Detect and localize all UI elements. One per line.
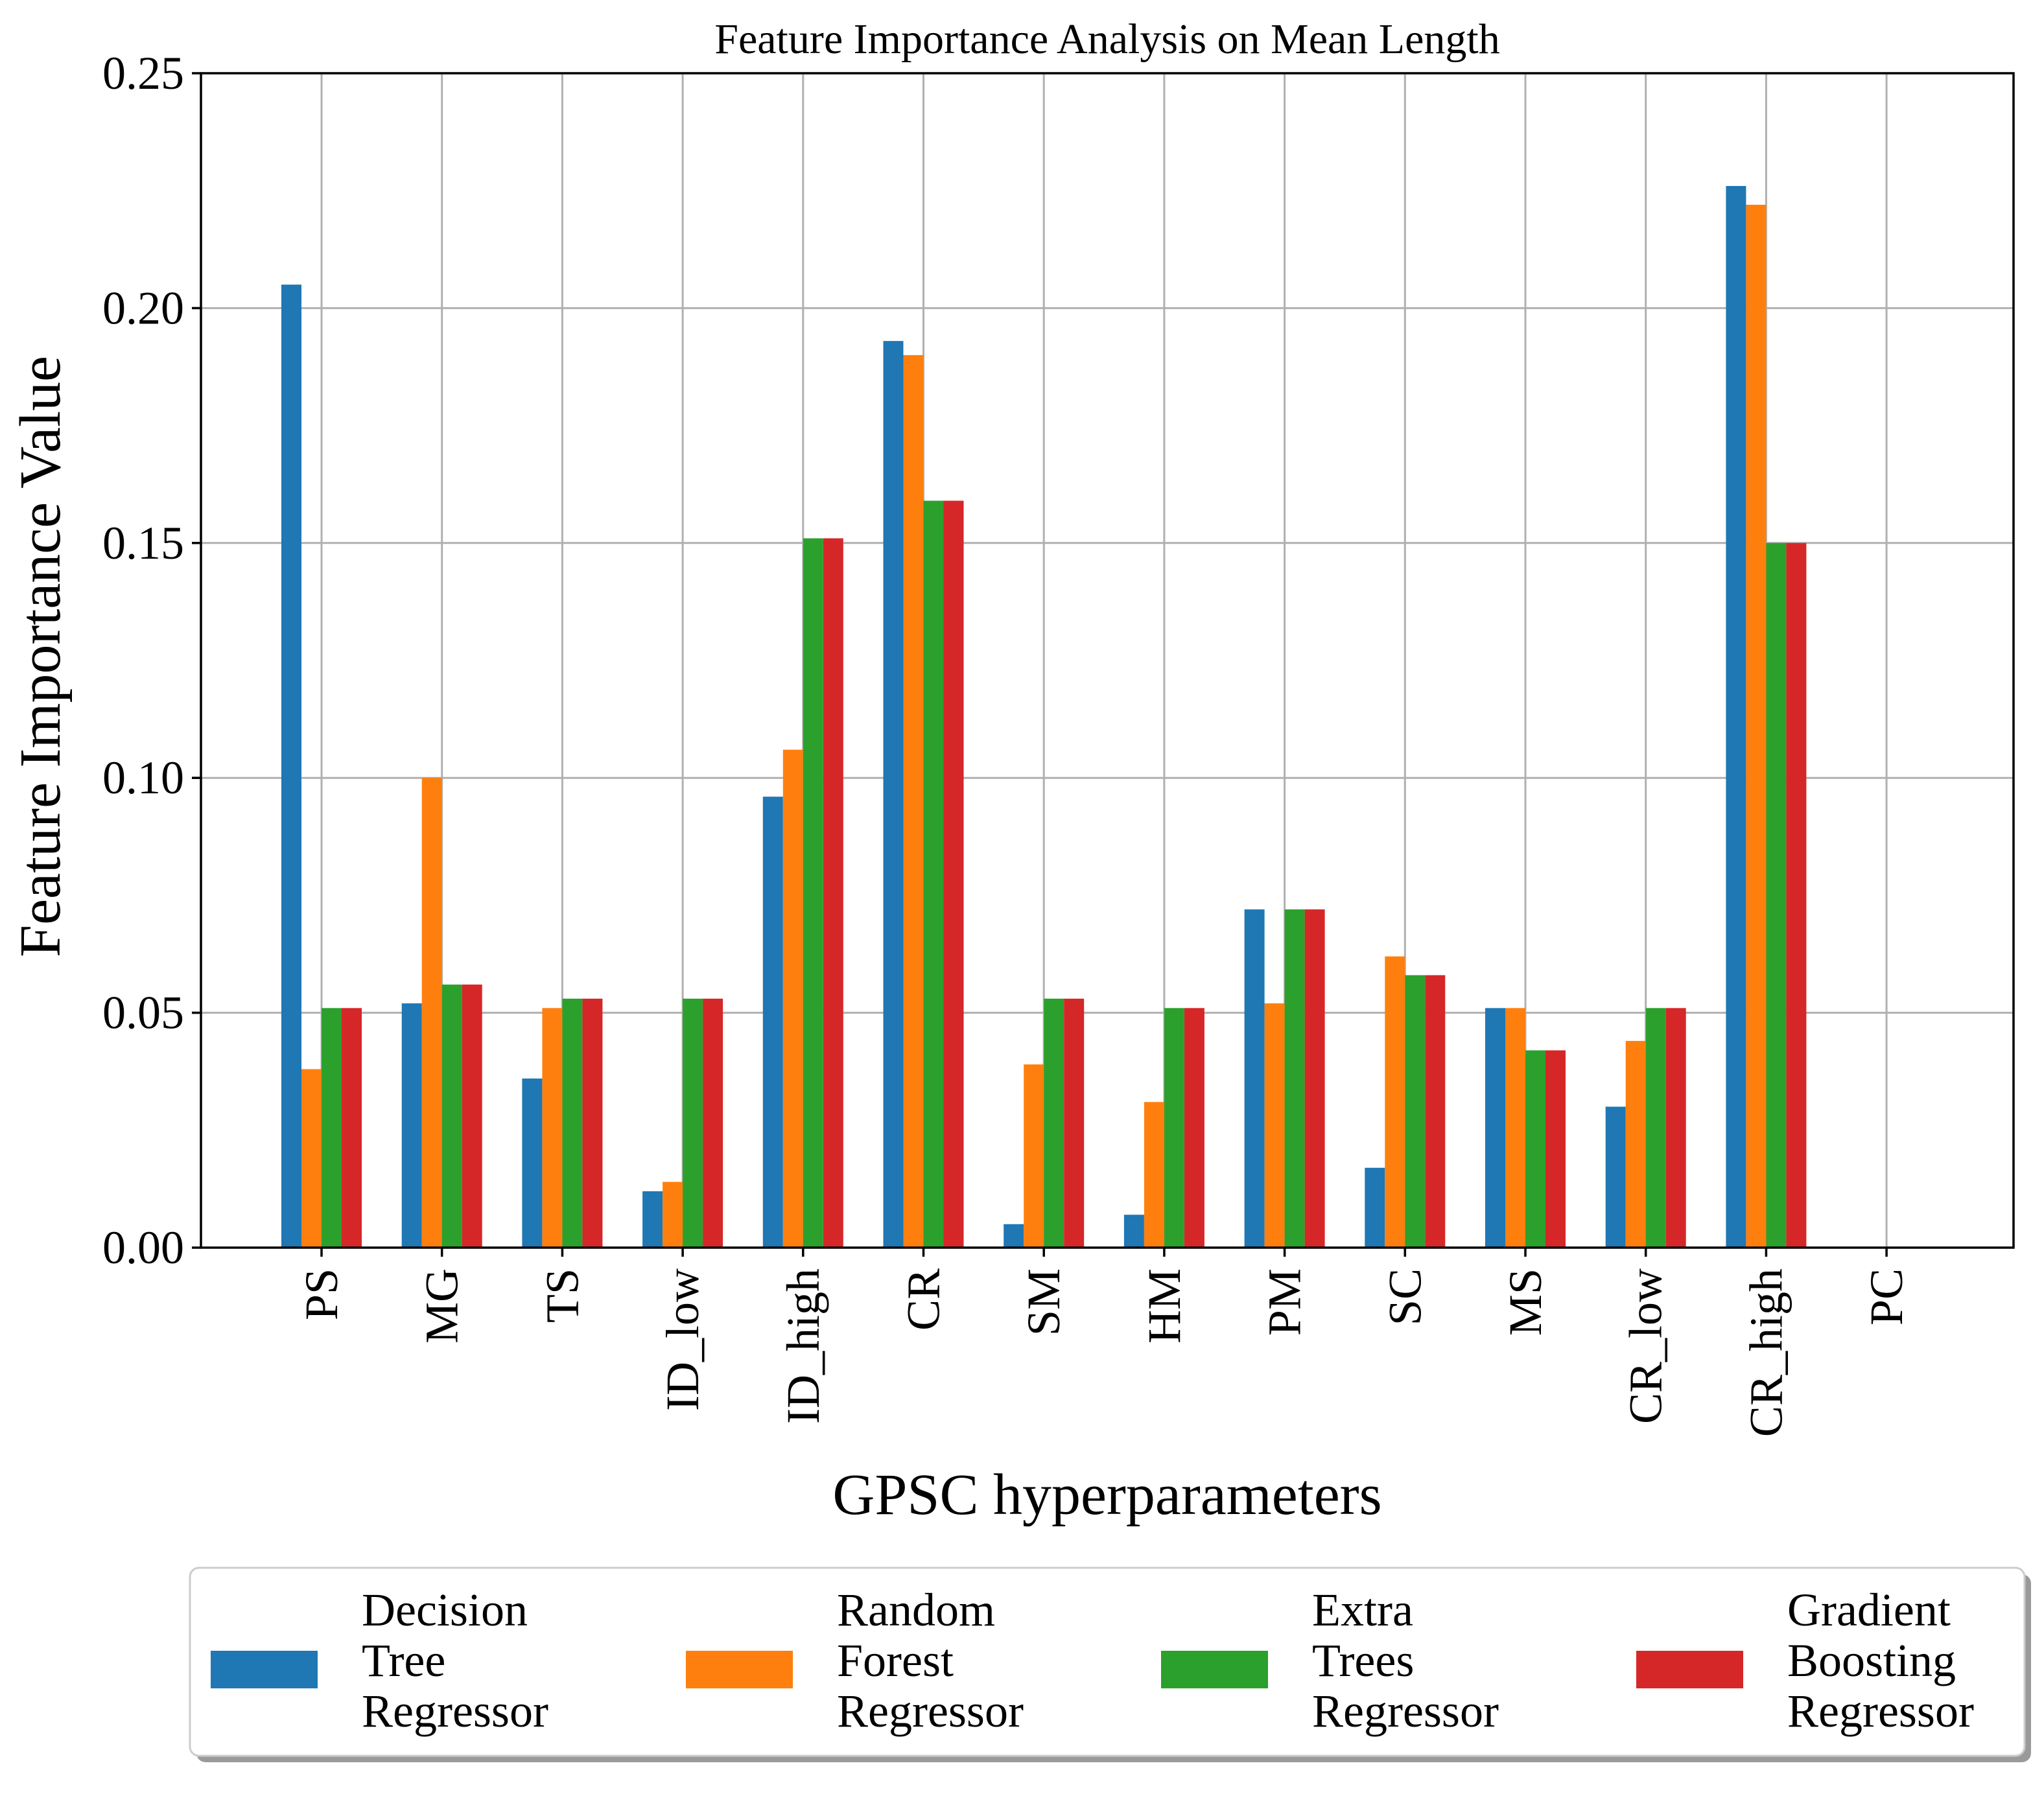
legend-swatch xyxy=(211,1651,318,1688)
bar xyxy=(582,998,603,1248)
bar xyxy=(683,998,703,1248)
bar xyxy=(1385,956,1405,1248)
bar xyxy=(903,355,924,1248)
y-tick-label: 0.05 xyxy=(102,987,184,1039)
bar xyxy=(1746,204,1767,1248)
legend-label: Tree xyxy=(362,1635,445,1686)
legend-frame xyxy=(189,1567,2026,1757)
chart-title: Feature Importance Analysis on Mean Leng… xyxy=(714,16,1500,63)
x-tick-label: PM xyxy=(1259,1268,1311,1336)
x-tick-label: TS xyxy=(536,1268,588,1323)
legend-label: Regressor xyxy=(837,1685,1024,1737)
legend-swatch xyxy=(1636,1651,1743,1688)
bar xyxy=(1184,1008,1204,1248)
bar xyxy=(1264,1003,1285,1248)
bar xyxy=(562,998,583,1248)
x-tick-label: HM xyxy=(1138,1268,1190,1344)
bar xyxy=(883,341,904,1248)
bar xyxy=(1365,1167,1385,1248)
bar xyxy=(542,1008,563,1248)
x-tick-label: ID_low xyxy=(657,1268,709,1411)
bars-layer xyxy=(281,185,1807,1248)
bar xyxy=(923,500,944,1248)
x-tick-label: PC xyxy=(1861,1268,1912,1325)
bar xyxy=(1545,1050,1566,1248)
x-tick-label: SM xyxy=(1018,1268,1070,1336)
legend-label: Trees xyxy=(1312,1635,1414,1686)
bar xyxy=(1064,998,1085,1248)
legend-label: Regressor xyxy=(1787,1685,1974,1737)
bar xyxy=(1144,1102,1164,1248)
x-tick-label: CR_high xyxy=(1740,1268,1792,1437)
bar xyxy=(1625,1041,1646,1248)
bar xyxy=(522,1078,543,1248)
bar xyxy=(1284,909,1305,1248)
bar xyxy=(803,538,823,1248)
y-tick-label: 0.00 xyxy=(102,1222,184,1274)
bar xyxy=(943,500,964,1248)
legend-swatch xyxy=(1161,1651,1268,1688)
x-tick-label: CR xyxy=(898,1268,950,1331)
x-tick-label: SC xyxy=(1379,1268,1431,1325)
legend-label: Extra xyxy=(1312,1584,1413,1636)
bar xyxy=(663,1182,683,1248)
bar xyxy=(322,1008,342,1248)
plot-frame xyxy=(200,72,2015,1249)
bar xyxy=(1726,185,1746,1248)
bar xyxy=(1505,1008,1525,1248)
bar xyxy=(1405,975,1426,1248)
legend-label: Gradient xyxy=(1787,1584,1951,1636)
legend-label: Random xyxy=(837,1584,995,1636)
bar xyxy=(421,778,442,1248)
x-tick-label: MS xyxy=(1499,1268,1551,1336)
bar xyxy=(1525,1050,1545,1248)
y-tick-label: 0.15 xyxy=(102,517,184,569)
bar xyxy=(1786,542,1807,1248)
y-tick-label: 0.10 xyxy=(102,752,184,804)
bar xyxy=(1485,1008,1505,1248)
bar xyxy=(762,797,783,1248)
bar xyxy=(1645,1008,1666,1248)
x-tick-label: ID_high xyxy=(777,1268,829,1424)
y-axis-label: Feature Importance Value xyxy=(8,356,73,957)
bar xyxy=(1123,1215,1144,1248)
axes-layer: 0.00 0.05 0.10 0.15 0.20 0.25 PS MG TS ID_low ID_h… xyxy=(102,47,2015,1437)
bar xyxy=(1244,909,1265,1248)
bar xyxy=(462,984,482,1248)
bar xyxy=(1024,1064,1044,1248)
bar xyxy=(441,984,462,1248)
bar xyxy=(1425,975,1446,1248)
bar xyxy=(1766,542,1787,1248)
bar xyxy=(1004,1224,1024,1248)
legend: DecisionTreeRegressorRandomForestRegress… xyxy=(189,1567,2031,1762)
x-tick-label: MG xyxy=(416,1268,468,1344)
bar xyxy=(281,285,301,1248)
bar xyxy=(342,1008,362,1248)
x-axis-label: GPSC hyperparameters xyxy=(832,1463,1381,1527)
x-tick-label: CR_low xyxy=(1620,1268,1672,1424)
bar xyxy=(1304,909,1325,1248)
bar xyxy=(301,1069,322,1248)
bar xyxy=(703,998,723,1248)
legend-label: Forest xyxy=(837,1635,954,1686)
x-tick-label: PS xyxy=(296,1268,347,1320)
bar xyxy=(1164,1008,1184,1248)
bar xyxy=(1665,1008,1686,1248)
legend-label: Boosting xyxy=(1787,1635,1956,1686)
bar xyxy=(823,538,843,1248)
y-tick-label: 0.25 xyxy=(102,47,184,99)
legend-label: Regressor xyxy=(1312,1685,1499,1737)
y-tick-label: 0.20 xyxy=(102,282,184,334)
bar xyxy=(782,749,803,1248)
legend-swatch xyxy=(686,1651,793,1688)
legend-label: Regressor xyxy=(362,1685,548,1737)
bar xyxy=(642,1191,663,1248)
legend-label: Decision xyxy=(362,1584,528,1636)
bar xyxy=(1044,998,1064,1248)
bar xyxy=(401,1003,422,1248)
bar xyxy=(1605,1106,1626,1248)
